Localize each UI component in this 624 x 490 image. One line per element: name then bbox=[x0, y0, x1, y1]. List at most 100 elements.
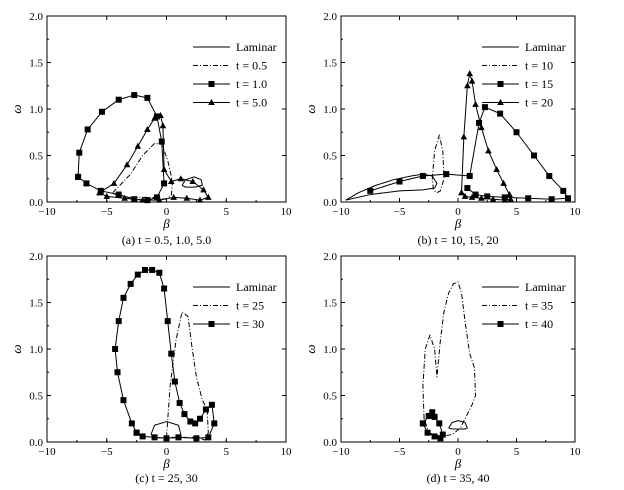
legend-label: t = 40 bbox=[525, 317, 553, 331]
legend-label: t = 0.5 bbox=[236, 59, 267, 73]
x-tick-label: −5 bbox=[101, 446, 113, 458]
data-point bbox=[507, 195, 514, 202]
x-tick-label: 0 bbox=[455, 206, 461, 218]
data-point bbox=[513, 129, 520, 136]
data-point bbox=[468, 77, 476, 84]
legend-label: Laminar bbox=[236, 280, 277, 294]
data-point bbox=[485, 147, 492, 154]
data-point bbox=[208, 401, 215, 408]
panel-caption: (b) t = 10, 15, 20 bbox=[417, 233, 498, 247]
data-point bbox=[481, 104, 488, 111]
data-point bbox=[151, 114, 158, 121]
data-point bbox=[163, 435, 170, 442]
x-axis-label: β bbox=[454, 456, 462, 471]
data-point bbox=[367, 187, 374, 194]
data-point bbox=[164, 318, 171, 325]
data-point bbox=[83, 180, 90, 187]
legend-label: t = 10 bbox=[525, 59, 553, 73]
data-point bbox=[466, 172, 473, 179]
data-point bbox=[156, 269, 163, 276]
data-point bbox=[196, 415, 203, 422]
chart-panel-3: −10 −5 0 5 10 0.0 0.5 1.0 1.5 2.0 β ω (c) t = 25, 30… bbox=[9, 251, 292, 485]
data-point bbox=[177, 175, 185, 182]
data-point bbox=[133, 429, 140, 436]
data-point bbox=[75, 173, 82, 180]
data-point bbox=[157, 112, 164, 119]
y-tick-label: 2.0 bbox=[323, 251, 337, 263]
data-point bbox=[478, 194, 485, 201]
x-tick-label: 5 bbox=[224, 206, 230, 218]
legend: Laminar t = 0.5 t = 1.0 t = 5.0 bbox=[193, 40, 277, 110]
y-tick-label: 0.0 bbox=[323, 197, 337, 209]
chart-panel-2: −10 −5 0 5 10 0.0 0.5 1.0 1.5 2.0 β ω (b) t = 10, 15… bbox=[303, 11, 581, 247]
data-point bbox=[115, 96, 122, 103]
legend-label: Laminar bbox=[525, 280, 566, 294]
data-point bbox=[127, 280, 134, 287]
data-point bbox=[464, 185, 471, 192]
data-point bbox=[103, 192, 111, 199]
series-line bbox=[422, 281, 477, 437]
x-axis-label: β bbox=[162, 216, 170, 231]
data-point bbox=[176, 399, 183, 406]
data-point bbox=[546, 172, 553, 179]
data-point bbox=[468, 193, 476, 200]
series-3 bbox=[75, 92, 168, 204]
series-line bbox=[114, 269, 215, 439]
data-point bbox=[564, 195, 571, 202]
x-tick-label: 10 bbox=[570, 446, 582, 458]
y-tick-label: 1.5 bbox=[29, 298, 43, 310]
legend-label: Laminar bbox=[236, 40, 277, 54]
x-tick-label: 5 bbox=[514, 206, 520, 218]
data-point bbox=[175, 434, 182, 441]
data-point bbox=[161, 180, 168, 187]
data-point bbox=[531, 152, 538, 159]
legend-marker bbox=[497, 321, 504, 327]
x-tick-label: 0 bbox=[164, 206, 170, 218]
data-point bbox=[472, 100, 479, 107]
data-point bbox=[205, 434, 212, 441]
y-tick-label: 1.5 bbox=[323, 298, 337, 310]
data-point bbox=[431, 413, 438, 420]
legend-label: t = 25 bbox=[236, 299, 264, 313]
y-axis-label: ω bbox=[303, 104, 318, 113]
y-tick-label: 1.0 bbox=[29, 344, 43, 356]
data-point bbox=[161, 285, 168, 292]
data-point bbox=[114, 369, 121, 376]
data-point bbox=[156, 196, 163, 203]
data-point bbox=[149, 266, 156, 273]
series-line bbox=[181, 176, 203, 188]
legend-marker bbox=[208, 321, 215, 327]
data-point bbox=[419, 172, 426, 179]
legend-label: t = 20 bbox=[525, 96, 553, 110]
data-point bbox=[464, 82, 471, 89]
y-tick-label: 1.0 bbox=[323, 344, 337, 356]
x-tick-label: −10 bbox=[332, 446, 350, 458]
data-point bbox=[443, 171, 450, 178]
data-point bbox=[200, 186, 207, 193]
data-point bbox=[396, 178, 403, 185]
series-line bbox=[99, 115, 209, 201]
y-tick-label: 1.5 bbox=[29, 58, 43, 70]
data-point bbox=[497, 110, 504, 117]
x-tick-label: 5 bbox=[224, 446, 230, 458]
data-point bbox=[202, 406, 209, 413]
series-4 bbox=[96, 112, 212, 203]
data-point bbox=[120, 397, 127, 404]
legend-label: t = 1.0 bbox=[236, 77, 267, 91]
panel-caption: (c) t = 25, 30 bbox=[135, 471, 197, 485]
data-point bbox=[115, 191, 122, 198]
data-point bbox=[425, 412, 432, 419]
series-1 bbox=[448, 420, 468, 430]
x-tick-label: 5 bbox=[514, 446, 520, 458]
x-tick-label: 10 bbox=[281, 446, 293, 458]
data-point bbox=[424, 429, 431, 436]
data-point bbox=[153, 113, 160, 120]
y-tick-label: 1.5 bbox=[323, 58, 337, 70]
data-point bbox=[192, 420, 199, 427]
panel-caption: (a) t = 0.5, 1.0, 5.0 bbox=[122, 233, 211, 247]
y-tick-label: 0.5 bbox=[29, 391, 43, 403]
data-point bbox=[501, 196, 509, 203]
x-tick-label: −10 bbox=[332, 206, 350, 218]
series-1 bbox=[181, 176, 203, 188]
data-point bbox=[458, 189, 465, 196]
